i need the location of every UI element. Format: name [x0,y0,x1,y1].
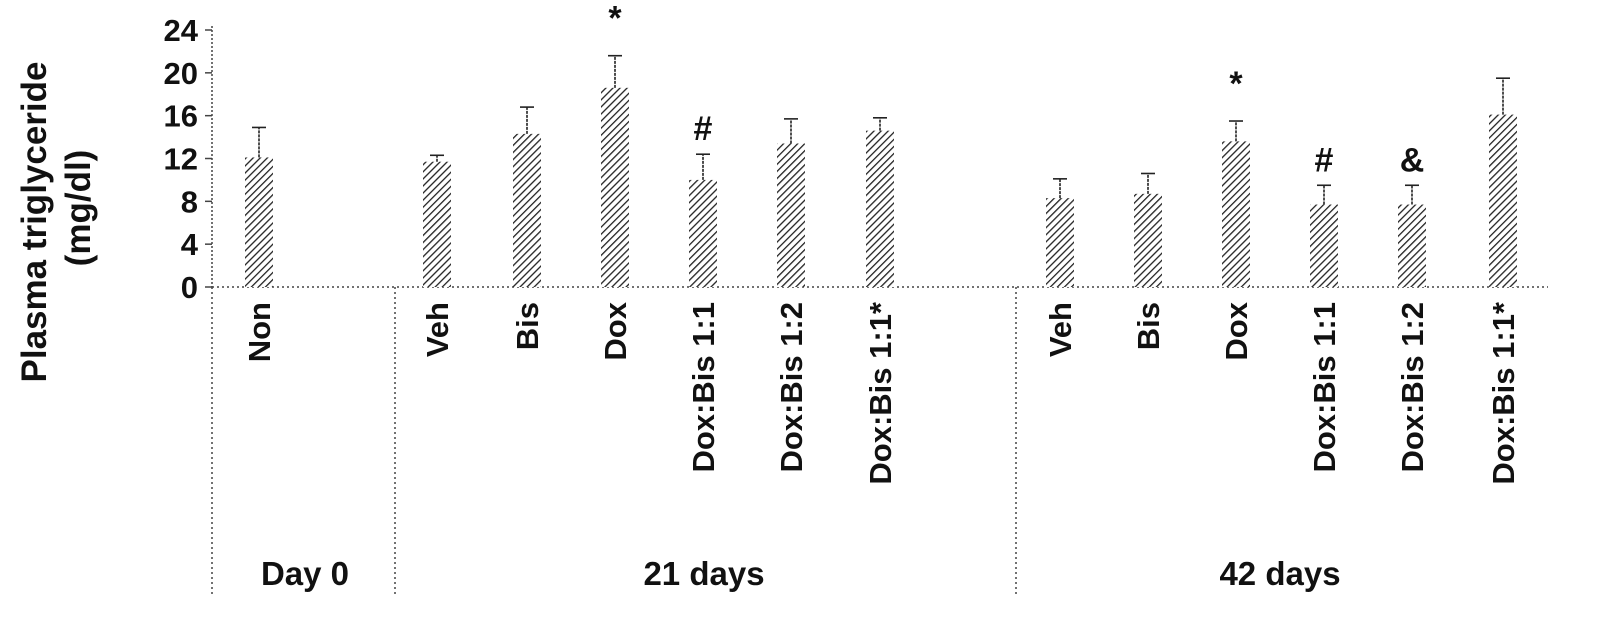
bar [423,161,451,287]
y-tick-label: 0 [181,270,198,305]
bar [1046,198,1074,287]
category-label: Dox [598,301,633,360]
category-label: Dox:Bis 1:1* [863,301,898,485]
y-tick-label: 12 [164,142,198,177]
bar [689,179,717,287]
category-label: Bis [510,302,545,350]
significance-marker: # [1315,141,1334,179]
significance-marker: * [608,0,622,38]
bar [1310,204,1338,287]
category-label: Veh [420,302,455,357]
significance-marker: * [1229,65,1243,103]
y-axis-label-line2: (mg/dl) [59,150,98,267]
y-tick-label: 16 [164,99,198,134]
bar [777,143,805,287]
category-label: Dox:Bis 1:1 [686,302,721,473]
y-axis-label-line1: Plasma triglyceride [15,62,54,383]
bars: * # * # & [245,0,1517,288]
bar [245,157,273,287]
significance-marker: & [1400,141,1425,179]
group-label: Day 0 [261,555,349,592]
category-label: Non [242,302,277,362]
group-label: 21 days [643,555,764,592]
bar [1222,141,1250,287]
category-label: Dox [1219,301,1254,360]
category-label: Veh [1043,302,1078,357]
category-label: Dox:Bis 1:2 [774,302,809,473]
bar [866,130,894,287]
category-label: Dox:Bis 1:2 [1395,302,1430,473]
y-tick-label: 20 [164,56,198,91]
y-axis-label: Plasma triglyceride (mg/dl) [15,62,98,383]
y-tick-label: 4 [181,227,199,262]
group-label: 42 days [1219,555,1340,592]
bar [1398,204,1426,287]
category-labels: Non Veh Bis Dox Dox:Bis 1:1 Dox:Bis 1:2 Dox:Bi… [242,301,1521,592]
y-tick-label: 24 [164,13,199,48]
axes: 0 4 8 12 16 20 24 [164,13,1548,596]
bar [513,133,541,287]
bar [1134,193,1162,287]
y-tick-label: 8 [181,184,198,219]
category-label: Dox:Bis 1:1 [1307,302,1342,473]
category-label: Dox:Bis 1:1* [1486,301,1521,485]
category-label: Bis [1131,302,1166,350]
significance-marker: # [694,110,713,148]
bar [601,87,629,287]
bar [1489,114,1517,288]
